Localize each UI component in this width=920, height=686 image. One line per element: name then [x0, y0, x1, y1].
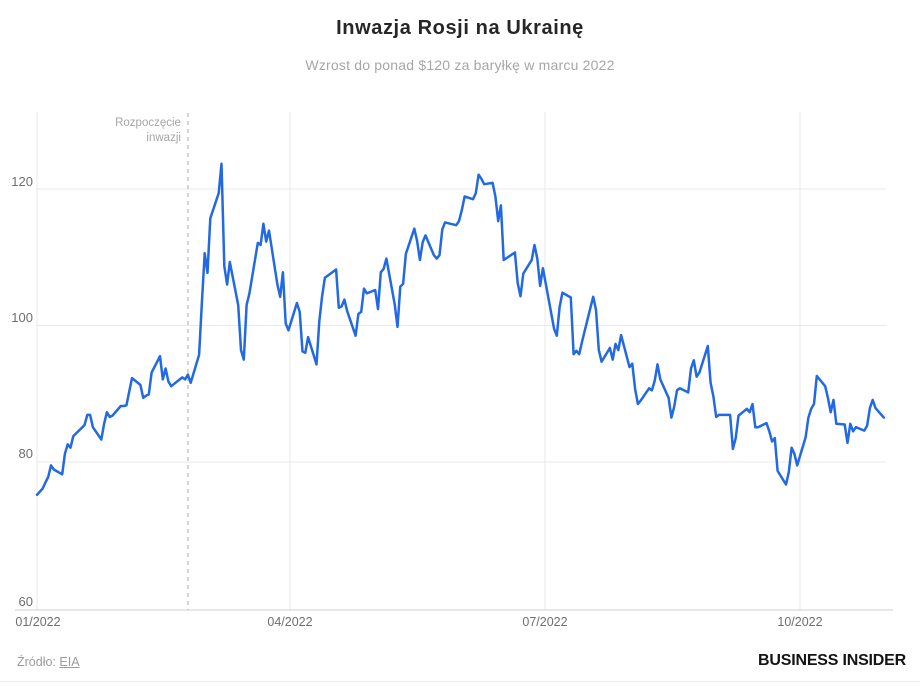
- business-insider-logo: BUSINESS INSIDER: [758, 652, 906, 669]
- invasion-annotation-line1: Rozpoczęcie: [115, 117, 181, 129]
- price-line: [35, 162, 886, 497]
- source-link[interactable]: EIA: [59, 655, 80, 669]
- bottom-divider: [0, 681, 920, 682]
- y-tick-60: 60: [18, 594, 33, 609]
- page-title: Inwazja Rosji na Ukrainę: [336, 17, 584, 39]
- x-tick-jul: 07/2022: [522, 615, 568, 629]
- x-tick-apr: 04/2022: [267, 615, 313, 629]
- x-tick-jan: 01/2022: [15, 615, 61, 629]
- x-tick-oct: 10/2022: [777, 615, 823, 629]
- page-subtitle: Wzrost do ponad $120 za baryłkę w marcu …: [305, 57, 615, 73]
- y-tick-120: 120: [11, 174, 33, 189]
- y-tick-80: 80: [18, 446, 33, 461]
- source-label: Źródło:: [17, 655, 56, 669]
- y-tick-100: 100: [11, 310, 33, 325]
- invasion-annotation-line2: inwazji: [146, 132, 181, 144]
- invasion-annotation: Rozpoczęcie inwazji: [115, 116, 181, 146]
- source-line: Źródło: EIA: [17, 655, 80, 669]
